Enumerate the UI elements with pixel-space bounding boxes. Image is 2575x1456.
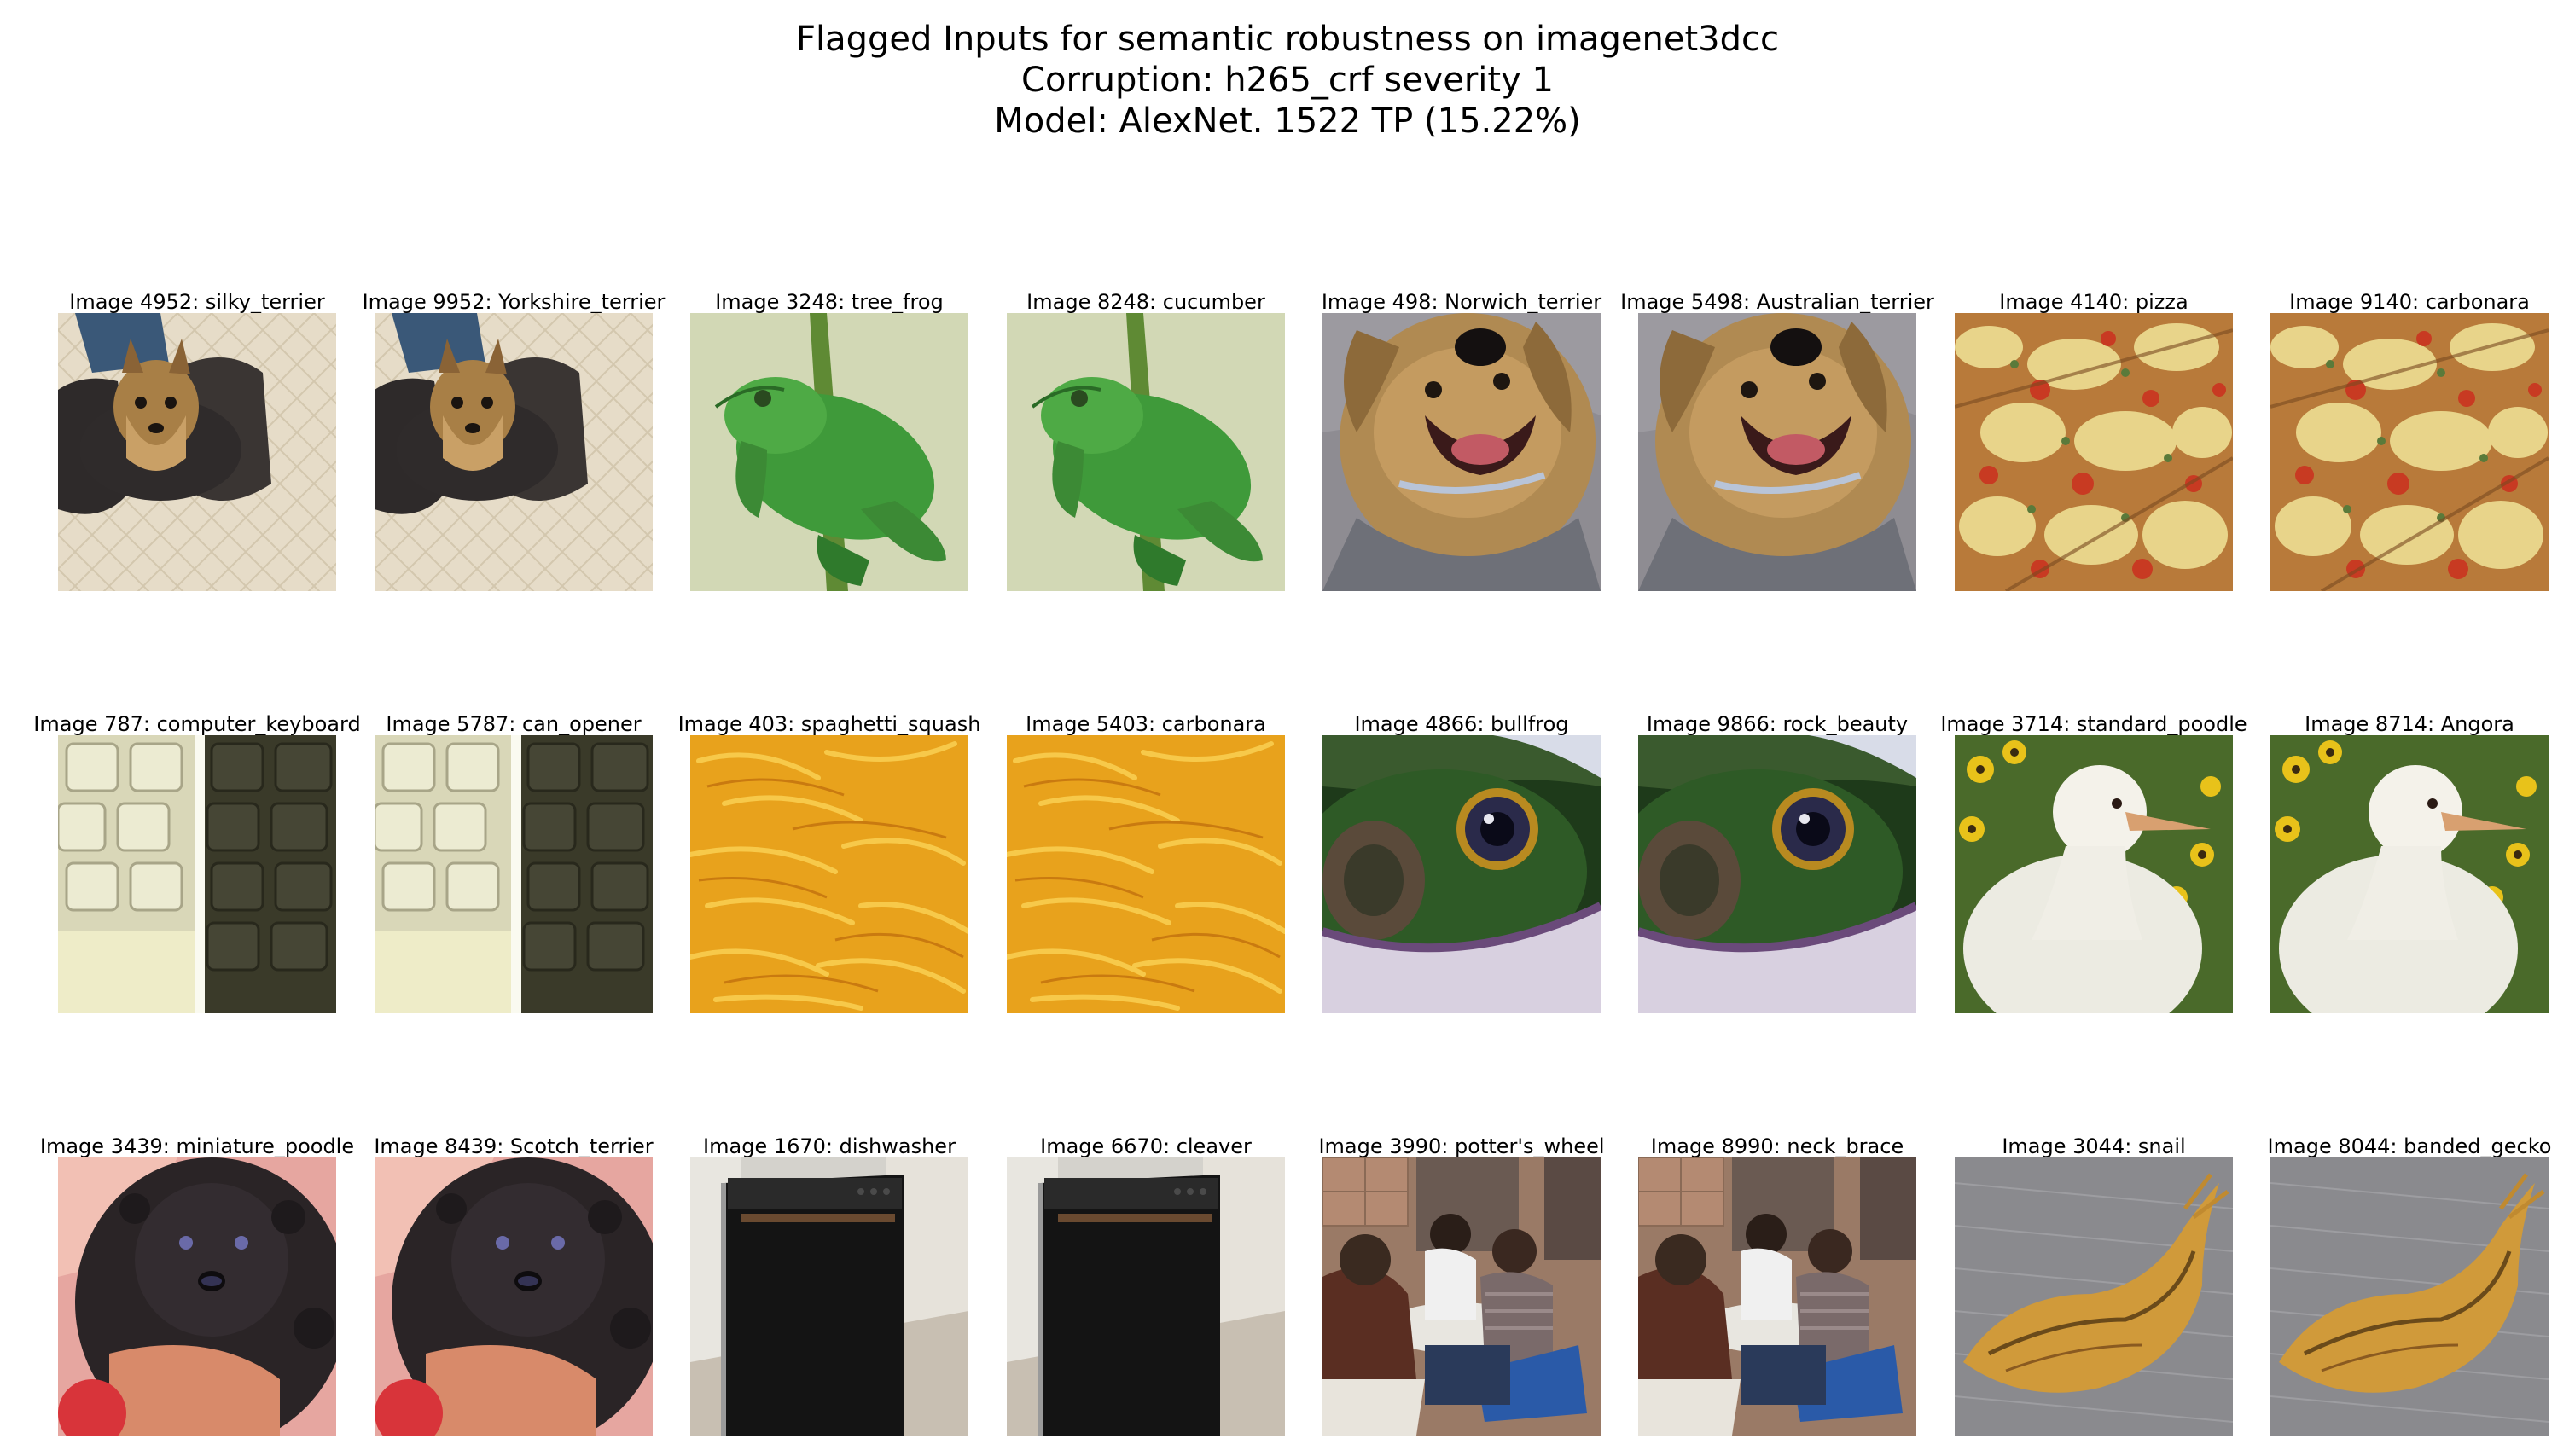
image-thumbnail bbox=[375, 313, 653, 591]
image-thumbnail bbox=[1007, 1157, 1285, 1436]
image-panel-title: Image 4952: silky_terrier bbox=[69, 290, 325, 314]
image-thumbnail bbox=[1322, 1157, 1601, 1436]
pizza-picture bbox=[2270, 313, 2549, 591]
image-panel-title: Image 8248: cucumber bbox=[1026, 290, 1265, 314]
figure-title-line-2: Corruption: h265_crf severity 1 bbox=[1021, 61, 1554, 100]
image-panel-title: Image 9866: rock_beauty bbox=[1646, 712, 1909, 736]
image-thumbnail bbox=[1007, 313, 1285, 591]
people-patio-picture bbox=[1638, 1157, 1916, 1436]
white-chick-picture bbox=[2270, 735, 2549, 1013]
image-panel-title: Image 1670: dishwasher bbox=[703, 1134, 956, 1158]
image-thumbnail bbox=[1007, 735, 1285, 1013]
squash-picture bbox=[1007, 735, 1285, 1013]
image-panel-title: Image 3044: snail bbox=[2002, 1134, 2186, 1158]
image-panel-title: Image 3248: tree_frog bbox=[715, 290, 944, 314]
image-panel-title: Image 3990: potter's_wheel bbox=[1318, 1134, 1605, 1158]
image-panel-title: Image 8044: banded_gecko bbox=[2267, 1134, 2552, 1158]
people-patio-picture bbox=[1322, 1157, 1601, 1436]
dishwasher-picture bbox=[690, 1157, 968, 1436]
image-thumbnail bbox=[2270, 313, 2549, 591]
image-panel-title: Image 403: spaghetti_squash bbox=[677, 712, 981, 736]
image-panel-title: Image 8990: neck_brace bbox=[1650, 1134, 1904, 1158]
image-panel-title: Image 8714: Angora bbox=[2305, 712, 2514, 736]
slug-picture bbox=[2270, 1157, 2549, 1436]
image-thumbnail bbox=[1638, 1157, 1916, 1436]
image-panel-title: Image 9952: Yorkshire_terrier bbox=[362, 290, 666, 314]
image-thumbnail bbox=[1955, 313, 2233, 591]
image-thumbnail bbox=[58, 1157, 336, 1436]
white-chick-picture bbox=[1955, 735, 2233, 1013]
image-thumbnail bbox=[58, 313, 336, 591]
green-frog-picture bbox=[690, 313, 968, 591]
black-poodle-picture bbox=[58, 1157, 336, 1436]
image-thumbnail bbox=[2270, 735, 2549, 1013]
image-panel-title: Image 8439: Scotch_terrier bbox=[374, 1134, 654, 1158]
terrier-floor-picture bbox=[58, 313, 336, 591]
image-thumbnail bbox=[690, 1157, 968, 1436]
shaggy-dog-picture bbox=[1638, 313, 1916, 591]
image-panel-title: Image 787: computer_keyboard bbox=[33, 712, 361, 736]
image-thumbnail bbox=[1955, 1157, 2233, 1436]
image-thumbnail bbox=[1322, 735, 1601, 1013]
image-thumbnail bbox=[1955, 735, 2233, 1013]
image-panel-title: Image 5787: can_opener bbox=[386, 712, 642, 736]
image-thumbnail bbox=[690, 735, 968, 1013]
figure-title-line-1: Flagged Inputs for semantic robustness o… bbox=[795, 20, 1779, 59]
bullfrog-eye-picture bbox=[1322, 735, 1601, 1013]
pizza-picture bbox=[1955, 313, 2233, 591]
image-thumbnail bbox=[1322, 313, 1601, 591]
squash-picture bbox=[690, 735, 968, 1013]
keyboard-picture bbox=[58, 735, 336, 1013]
image-panel-title: Image 6670: cleaver bbox=[1040, 1134, 1252, 1158]
image-panel-title: Image 5403: carbonara bbox=[1026, 712, 1266, 736]
image-thumbnail bbox=[375, 1157, 653, 1436]
black-poodle-picture bbox=[375, 1157, 653, 1436]
figure-title-line-3: Model: AlexNet. 1522 TP (15.22%) bbox=[994, 102, 1581, 141]
image-panel-title: Image 9140: carbonara bbox=[2289, 290, 2530, 314]
terrier-floor-picture bbox=[375, 313, 653, 591]
figure-title: Flagged Inputs for semantic robustness o… bbox=[0, 19, 2575, 142]
bullfrog-eye-picture bbox=[1638, 735, 1916, 1013]
image-thumbnail bbox=[1638, 313, 1916, 591]
image-panel-title: Image 4140: pizza bbox=[1999, 290, 2188, 314]
image-thumbnail bbox=[375, 735, 653, 1013]
image-panel-title: Image 3714: standard_poodle bbox=[1940, 712, 2247, 736]
image-thumbnail bbox=[690, 313, 968, 591]
shaggy-dog-picture bbox=[1322, 313, 1601, 591]
dishwasher-picture bbox=[1007, 1157, 1285, 1436]
image-panel-title: Image 3439: miniature_poodle bbox=[39, 1134, 355, 1158]
image-thumbnail bbox=[2270, 1157, 2549, 1436]
image-thumbnail bbox=[1638, 735, 1916, 1013]
image-thumbnail bbox=[58, 735, 336, 1013]
slug-picture bbox=[1955, 1157, 2233, 1436]
image-panel-title: Image 5498: Australian_terrier bbox=[1620, 290, 1934, 314]
keyboard-picture bbox=[375, 735, 653, 1013]
green-frog-picture bbox=[1007, 313, 1285, 591]
image-panel-title: Image 498: Norwich_terrier bbox=[1321, 290, 1602, 314]
image-panel-title: Image 4866: bullfrog bbox=[1354, 712, 1569, 736]
